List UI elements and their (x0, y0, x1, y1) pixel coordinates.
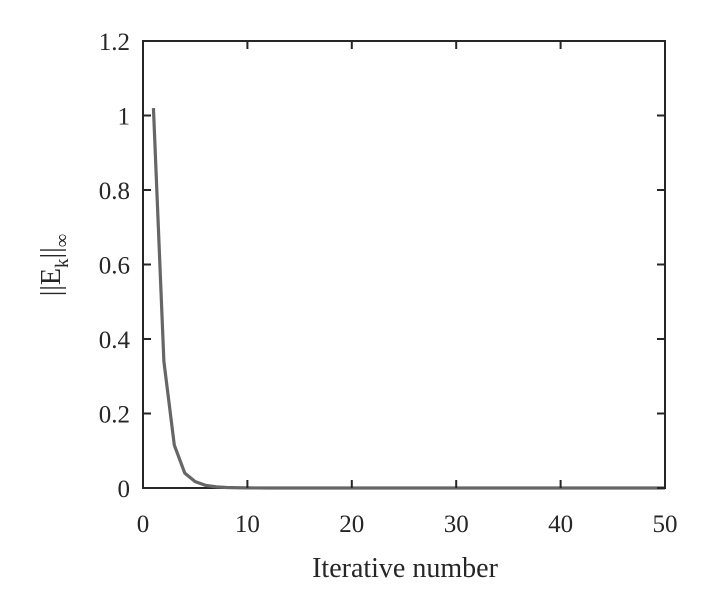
y-tick-label: 1 (118, 104, 131, 131)
y-axis-label: ||Ek||∞ (36, 234, 73, 297)
y-tick-label: 0.8 (99, 178, 130, 205)
x-tick-label: 40 (548, 511, 573, 538)
y-label-mid: || (36, 247, 67, 258)
y-tick-label: 0 (118, 476, 131, 503)
x-tick-label: 0 (137, 511, 150, 538)
x-axis-label: Iterative number (312, 553, 498, 584)
x-tick-label: 30 (444, 511, 469, 538)
y-label-subscript-inf: ∞ (52, 234, 73, 248)
y-tick-label: 0.6 (99, 253, 130, 280)
y-tick-label: 1.2 (99, 29, 130, 56)
axes-box (142, 40, 666, 489)
plot-area (142, 40, 666, 490)
y-label-open: ||E (36, 268, 67, 296)
x-tick-label: 10 (235, 511, 260, 538)
y-axis-ticks: 0 0.2 0.4 0.6 0.8 1 1.2 (99, 29, 665, 503)
y-tick-label: 0.2 (99, 402, 130, 429)
y-label-subscript-k: k (52, 258, 73, 268)
x-axis-ticks: 0 10 20 30 40 50 (137, 41, 678, 538)
x-tick-label: 20 (339, 511, 364, 538)
y-tick-label: 0.4 (99, 327, 131, 354)
x-tick-label: 50 (653, 511, 678, 538)
series-line (151, 107, 665, 490)
